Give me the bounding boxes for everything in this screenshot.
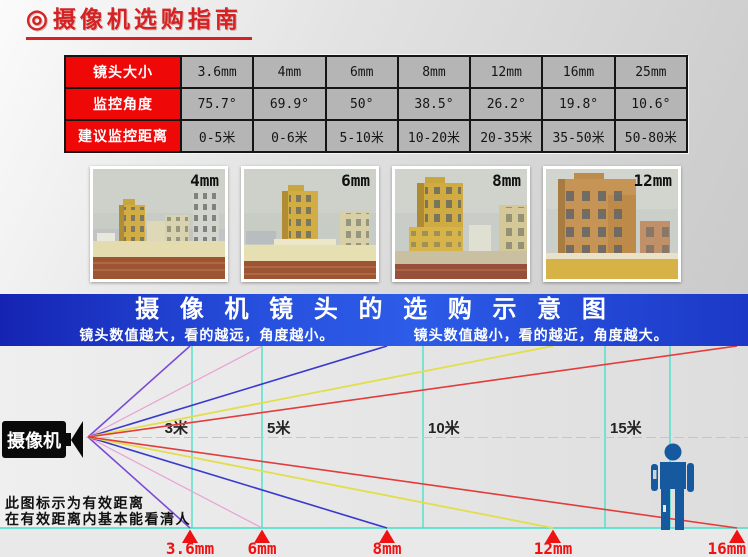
lens-ray-lower (87, 436, 191, 529)
lens-marker-triangle (379, 529, 395, 543)
value-cell: 0-5米 (179, 119, 255, 153)
value-cell: 8mm (396, 55, 472, 89)
diagram-banner: 摄 像 机 镜 头 的 选 购 示 意 图 镜头数值越大，看的越远，角度越小。 … (0, 294, 748, 346)
row-header-cell: 监控角度 (64, 87, 182, 121)
lens-ray-lower (87, 436, 388, 529)
value-cell: 69.9° (252, 87, 327, 121)
photo-scene-12mm (546, 169, 678, 279)
camera-lens-cone (71, 421, 83, 458)
camera-icon: 摄像机 (2, 421, 83, 458)
person-icon (651, 443, 694, 530)
table-row: 镜头大小 3.6mm 4mm 6mm 8mm 12mm 16mm 25mm (64, 55, 689, 89)
value-cell: 10.6° (613, 87, 689, 121)
distance-label: 5米 (267, 419, 291, 437)
table-row: 建议监控距离 0-5米 0-6米 5-10米 10-20米 20-35米 35-50米 50-… (64, 119, 689, 153)
lens-ray-upper (87, 346, 738, 438)
sample-photo-12mm: 12mm (543, 166, 681, 282)
value-cell: 50-80米 (613, 119, 689, 153)
lens-marker-label: 16mm (707, 539, 746, 557)
lens-marker-triangle (254, 529, 270, 543)
sample-photo-8mm: 8mm (392, 166, 530, 282)
lens-marker-label: 8mm (373, 539, 402, 557)
value-cell: 20-35米 (469, 119, 544, 153)
value-cell: 19.8° (541, 87, 616, 121)
value-cell: 35-50米 (541, 119, 616, 153)
lens-ray-upper (87, 346, 263, 438)
row-header-cell: 建议监控距离 (64, 119, 182, 153)
value-cell: 10-20米 (396, 119, 472, 153)
lens-ray-lower (87, 436, 554, 529)
value-cell: 0-6米 (252, 119, 327, 153)
value-cell: 75.7° (179, 87, 255, 121)
page-title-text: 摄像机选购指南 (52, 6, 242, 32)
value-cell: 16mm (541, 55, 616, 89)
photo-label: 4mm (190, 171, 219, 190)
value-cell: 6mm (324, 55, 399, 89)
banner-subtitle-right: 镜头数值越小，看的越近，角度越大。 (413, 327, 669, 343)
value-cell: 5-10米 (324, 119, 399, 153)
lens-marker-triangle (182, 529, 198, 543)
photo-label: 8mm (492, 171, 521, 190)
value-cell: 38.5° (396, 87, 472, 121)
photo-scene-6mm (244, 169, 376, 279)
value-cell: 26.2° (469, 87, 544, 121)
photo-label: 12mm (633, 171, 672, 190)
photo-scene-4mm (93, 169, 225, 279)
photo-scene-8mm (395, 169, 527, 279)
row-header-cell: 镜头大小 (64, 55, 182, 89)
distance-label: 10米 (428, 419, 461, 437)
value-cell: 25mm (613, 55, 689, 89)
value-cell: 50° (324, 87, 399, 121)
sample-photo-6mm: 6mm (241, 166, 379, 282)
photo-label: 6mm (341, 171, 370, 190)
banner-title: 摄 像 机 镜 头 的 选 购 示 意 图 (135, 296, 613, 323)
bullseye-icon: ◎ (26, 5, 48, 33)
camera-label: 摄像机 (7, 430, 61, 451)
distance-label: 15米 (610, 419, 643, 437)
lens-marker-triangle (729, 529, 745, 543)
lens-ray-upper (87, 346, 554, 438)
lens-ray-lower (87, 436, 738, 529)
lens-marker-label: 12mm (534, 539, 573, 557)
lens-spec-table: 镜头大小 3.6mm 4mm 6mm 8mm 12mm 16mm 25mm 监控角度 75.7° 6… (64, 55, 689, 153)
lens-marker-triangle (545, 529, 561, 543)
lens-ray-upper (87, 346, 388, 438)
effective-distance-note: 在有效距离内基本能看清人 (5, 511, 191, 527)
banner-subtitle-left: 镜头数值越大，看的越远，角度越小。 (79, 327, 335, 343)
lens-marker-label: 6mm (248, 539, 277, 557)
lens-marker-label: 3.6mm (166, 539, 215, 557)
sample-photo-4mm: 4mm (90, 166, 228, 282)
diagram-footer-strip (0, 528, 748, 557)
sample-photos-row: 4mm 6mm (90, 166, 681, 282)
value-cell: 12mm (469, 55, 544, 89)
lens-ray-upper (87, 346, 191, 438)
value-cell: 3.6mm (179, 55, 255, 89)
value-cell: 4mm (252, 55, 327, 89)
page-title: ◎ 摄像机选购指南 (26, 5, 252, 40)
table-row: 监控角度 75.7° 69.9° 50° 38.5° 26.2° 19.8° 10.6° (64, 87, 689, 121)
lens-ray-lower (87, 436, 263, 529)
effective-distance-note: 此图标示为有效距离 (5, 495, 145, 511)
